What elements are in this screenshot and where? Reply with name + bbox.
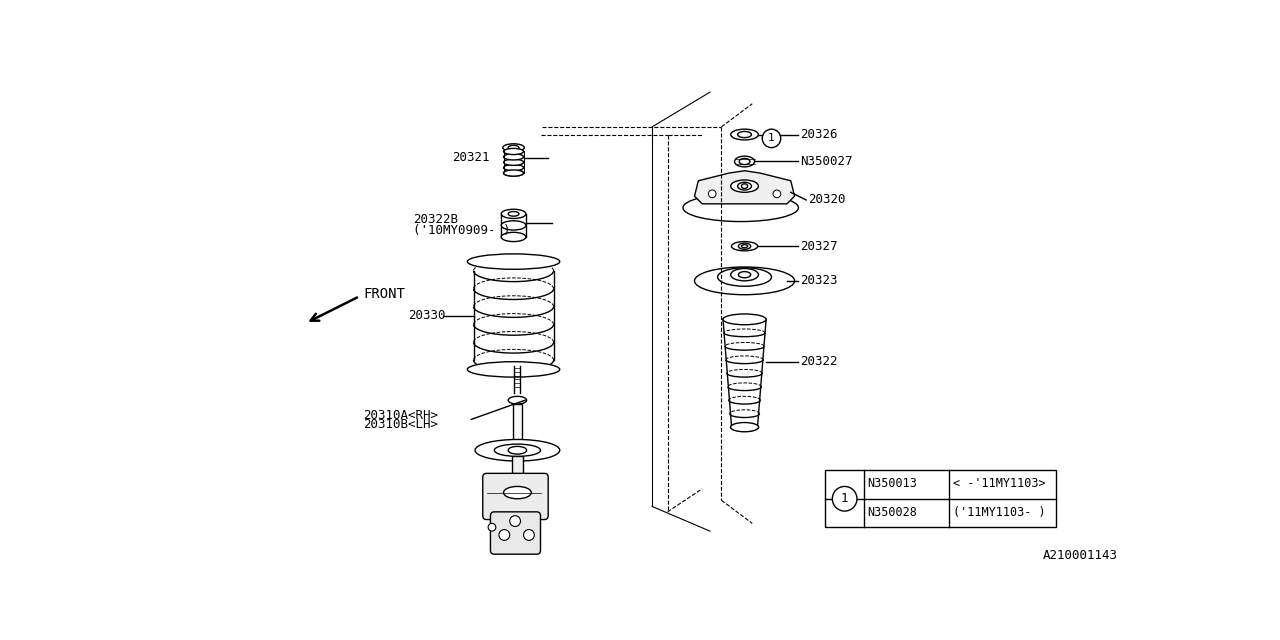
Ellipse shape (503, 170, 524, 176)
Text: 1: 1 (841, 492, 849, 505)
Ellipse shape (731, 241, 758, 251)
Text: 20330: 20330 (408, 309, 445, 322)
Text: A210001143: A210001143 (1043, 549, 1117, 563)
Ellipse shape (723, 314, 767, 324)
Text: 20326: 20326 (800, 128, 837, 141)
Ellipse shape (508, 396, 526, 404)
Ellipse shape (502, 232, 526, 241)
Ellipse shape (741, 244, 748, 248)
Text: FRONT: FRONT (364, 287, 406, 301)
Ellipse shape (731, 129, 759, 140)
Ellipse shape (508, 145, 518, 150)
Ellipse shape (695, 267, 795, 294)
Ellipse shape (684, 194, 799, 221)
Ellipse shape (737, 182, 751, 190)
Text: < -'11MY1103>: < -'11MY1103> (954, 477, 1046, 490)
Text: 20323: 20323 (800, 275, 837, 287)
Circle shape (499, 529, 509, 540)
Ellipse shape (475, 440, 559, 461)
FancyBboxPatch shape (490, 512, 540, 554)
Text: 1: 1 (768, 133, 774, 143)
Text: ('11MY1103- ): ('11MY1103- ) (954, 506, 1046, 519)
Text: 20310B<LH>: 20310B<LH> (364, 419, 438, 431)
Text: 20310A<RH>: 20310A<RH> (364, 409, 438, 422)
Ellipse shape (503, 164, 524, 171)
Text: 20322: 20322 (800, 355, 837, 368)
Ellipse shape (467, 362, 559, 377)
Text: N350013: N350013 (868, 477, 918, 490)
Ellipse shape (731, 269, 759, 281)
Text: N350027: N350027 (800, 155, 852, 168)
Bar (513, 404, 522, 451)
Circle shape (488, 524, 495, 531)
Ellipse shape (718, 268, 772, 286)
Text: ('10MY0909- ): ('10MY0909- ) (413, 223, 511, 237)
Circle shape (708, 190, 716, 198)
Ellipse shape (503, 144, 525, 152)
FancyBboxPatch shape (483, 474, 548, 520)
Ellipse shape (731, 422, 759, 432)
Text: 20322B: 20322B (413, 212, 458, 226)
Text: 20320: 20320 (808, 193, 845, 207)
Ellipse shape (467, 254, 559, 269)
Ellipse shape (503, 148, 524, 155)
Ellipse shape (502, 221, 526, 230)
Ellipse shape (508, 447, 526, 454)
Ellipse shape (503, 159, 524, 165)
Bar (512, 456, 522, 485)
Ellipse shape (741, 184, 748, 188)
Ellipse shape (739, 159, 750, 164)
Circle shape (832, 486, 858, 511)
Text: N350028: N350028 (868, 506, 918, 519)
Circle shape (763, 129, 781, 148)
Text: 20327: 20327 (800, 240, 837, 253)
Bar (826, 470, 1056, 527)
Ellipse shape (737, 131, 751, 138)
Circle shape (524, 529, 534, 540)
Circle shape (773, 190, 781, 198)
Ellipse shape (503, 154, 524, 160)
Ellipse shape (503, 486, 531, 499)
Polygon shape (695, 171, 795, 204)
Ellipse shape (503, 170, 524, 176)
Ellipse shape (502, 209, 526, 218)
Ellipse shape (739, 243, 750, 249)
Circle shape (509, 516, 521, 527)
Ellipse shape (739, 271, 750, 278)
Ellipse shape (731, 180, 759, 192)
Ellipse shape (494, 444, 540, 456)
Ellipse shape (735, 156, 755, 167)
Text: 20321: 20321 (452, 151, 489, 164)
